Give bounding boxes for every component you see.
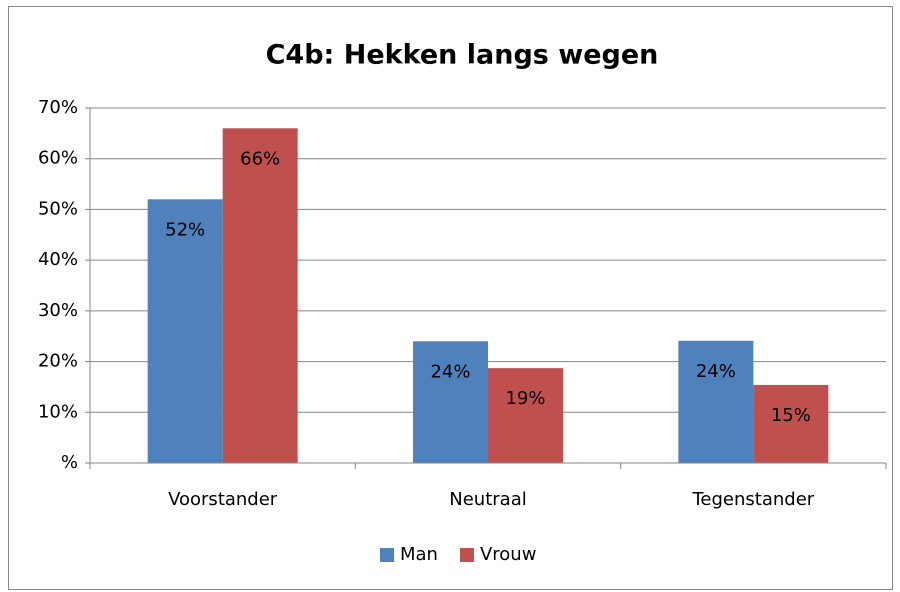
data-label: 24% <box>430 361 470 382</box>
y-tick-label: 70% <box>38 97 78 118</box>
y-tick-label: % <box>61 452 78 473</box>
x-tick-label: Voorstander <box>168 489 278 510</box>
bar <box>488 368 563 463</box>
data-label: 66% <box>240 148 280 169</box>
data-label: 52% <box>165 219 205 240</box>
legend-swatch <box>380 548 394 562</box>
data-label: 19% <box>505 388 545 409</box>
y-tick-label: 10% <box>38 401 78 422</box>
bar <box>413 341 488 463</box>
y-tick-label: 40% <box>38 249 78 270</box>
bar <box>222 128 298 464</box>
x-tick-label: Neutraal <box>449 489 526 510</box>
y-tick-label: 60% <box>38 148 78 169</box>
chart-title: C4b: Hekken langs wegen <box>266 40 659 71</box>
y-tick-label: 20% <box>38 351 78 372</box>
bar <box>753 384 829 463</box>
bar <box>147 199 223 464</box>
bar <box>678 340 754 463</box>
legend-label: Man <box>400 544 438 565</box>
legend-label: Vrouw <box>480 544 536 565</box>
y-tick-label: 50% <box>38 198 78 219</box>
y-tick-label: 30% <box>38 300 78 321</box>
data-label: 24% <box>696 361 736 382</box>
data-label: 15% <box>771 405 811 426</box>
legend-swatch <box>459 548 474 562</box>
x-tick-label: Tegenstander <box>691 489 814 510</box>
